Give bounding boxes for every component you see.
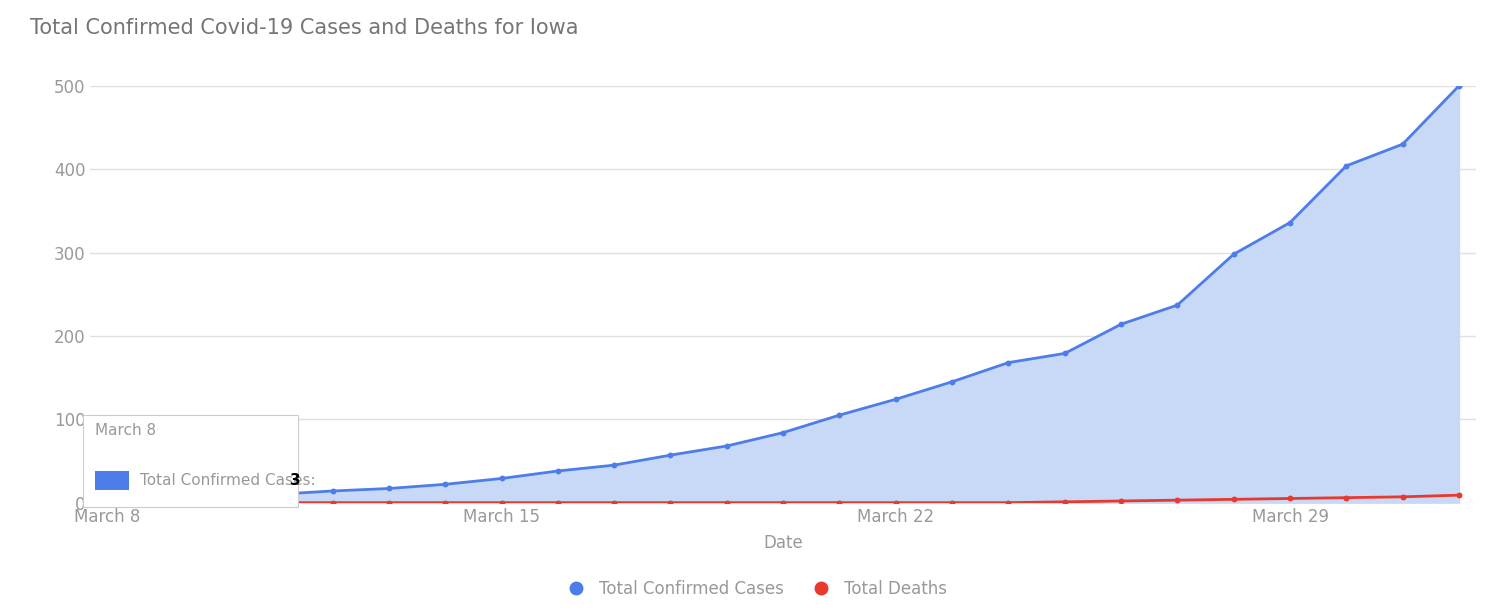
Point bbox=[1390, 492, 1414, 501]
Point bbox=[1279, 493, 1303, 503]
Point bbox=[1390, 139, 1414, 149]
Point bbox=[1334, 161, 1358, 171]
Point bbox=[95, 495, 119, 505]
Point bbox=[264, 498, 288, 508]
Point bbox=[715, 441, 739, 451]
Point bbox=[658, 450, 682, 460]
Point bbox=[376, 498, 401, 508]
Point bbox=[940, 377, 964, 387]
FancyBboxPatch shape bbox=[83, 415, 298, 507]
Point bbox=[152, 493, 176, 503]
Point bbox=[658, 498, 682, 508]
Point bbox=[997, 358, 1021, 368]
Point bbox=[884, 498, 908, 508]
Text: Total Confirmed Covid-19 Cases and Deaths for Iowa: Total Confirmed Covid-19 Cases and Death… bbox=[30, 18, 578, 39]
Point bbox=[1221, 495, 1245, 504]
Point bbox=[884, 394, 908, 404]
Point bbox=[321, 498, 345, 508]
Point bbox=[827, 498, 851, 508]
Point bbox=[771, 498, 795, 508]
Point bbox=[940, 498, 964, 508]
Point bbox=[208, 491, 232, 501]
Point bbox=[95, 498, 119, 508]
Point bbox=[376, 484, 401, 493]
Point bbox=[602, 498, 626, 508]
Point bbox=[771, 428, 795, 438]
Point bbox=[1166, 495, 1190, 505]
Point bbox=[602, 460, 626, 470]
X-axis label: Date: Date bbox=[764, 534, 803, 552]
Point bbox=[489, 474, 514, 484]
Point bbox=[545, 466, 569, 476]
Point bbox=[264, 489, 288, 499]
Text: March 8: March 8 bbox=[95, 424, 155, 438]
Point bbox=[1108, 319, 1133, 329]
Point bbox=[434, 479, 458, 489]
Point bbox=[321, 486, 345, 496]
Point bbox=[545, 498, 569, 508]
Bar bbox=[95, 471, 130, 490]
Point bbox=[152, 498, 176, 508]
Point bbox=[489, 498, 514, 508]
Point bbox=[1447, 490, 1471, 500]
Point bbox=[1334, 493, 1358, 503]
Text: Total Confirmed Cases:: Total Confirmed Cases: bbox=[140, 473, 316, 489]
Point bbox=[1221, 249, 1245, 259]
Point bbox=[1166, 300, 1190, 310]
Point bbox=[1053, 349, 1077, 359]
Point bbox=[715, 498, 739, 508]
Point bbox=[997, 498, 1021, 508]
Point bbox=[1279, 218, 1303, 227]
Legend: Total Confirmed Cases, Total Deaths: Total Confirmed Cases, Total Deaths bbox=[553, 573, 953, 604]
Point bbox=[1053, 497, 1077, 507]
Point bbox=[1447, 81, 1471, 91]
Point bbox=[827, 410, 851, 420]
Point bbox=[1108, 496, 1133, 506]
Point bbox=[434, 498, 458, 508]
Point bbox=[208, 498, 232, 508]
Text: 3: 3 bbox=[289, 473, 301, 489]
